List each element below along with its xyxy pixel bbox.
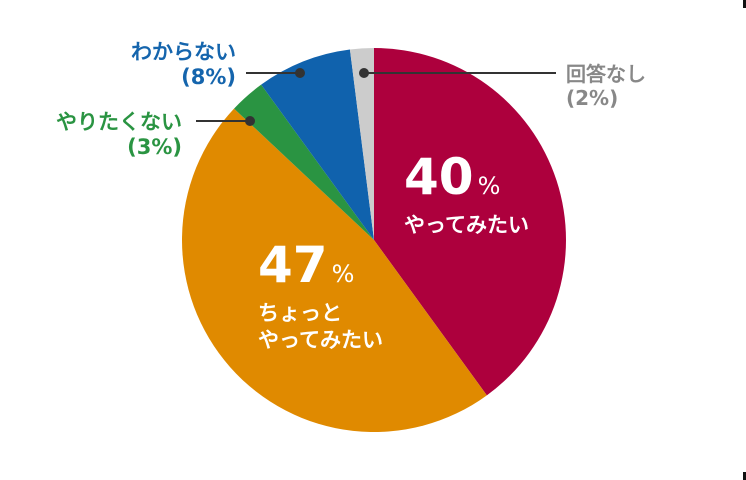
- label-kaitounashi: 回答なし (2%): [566, 62, 646, 110]
- text-yattemitai: やってみたい: [404, 213, 529, 237]
- unit-yattemitai: %: [477, 172, 501, 200]
- unit-chotto-yattemitai: %: [331, 260, 355, 288]
- pie-slice-4: [349, 48, 374, 240]
- pie-slice-3: [261, 49, 374, 240]
- label-wakaranai: わからない (8%): [60, 40, 236, 90]
- crop-mark-top: [743, 0, 746, 8]
- leader-dot-gray: [359, 68, 369, 78]
- pie-slice-2: [234, 84, 374, 241]
- label-chotto-yattemitai: 47% ちょっと やってみたい: [258, 240, 383, 355]
- label-yattemitai: 40% やってみたい: [404, 152, 529, 239]
- label-yaritakunai-name: やりたくない: [56, 110, 182, 134]
- leader-dot-green: [245, 116, 255, 126]
- value-chotto-yattemitai: 47: [258, 236, 328, 294]
- label-kaitounashi-pct: (2%): [566, 86, 619, 110]
- value-yattemitai: 40: [404, 148, 474, 206]
- text-chotto-line2: やってみたい: [258, 328, 383, 353]
- pie-slice-1: [181, 108, 487, 433]
- label-kaitounashi-name: 回答なし: [566, 62, 646, 86]
- text-chotto-line1: ちょっと: [258, 301, 342, 325]
- leader-lines: [196, 68, 556, 126]
- label-yaritakunai: やりたくない (3%): [10, 110, 182, 160]
- leader-dot-blue: [295, 68, 305, 78]
- label-wakaranai-name: わからない: [131, 40, 236, 64]
- pie-slice-0: [374, 48, 567, 396]
- label-yaritakunai-pct: (3%): [127, 135, 182, 160]
- crop-mark-bottom: [743, 472, 746, 480]
- label-wakaranai-pct: (8%): [181, 65, 236, 90]
